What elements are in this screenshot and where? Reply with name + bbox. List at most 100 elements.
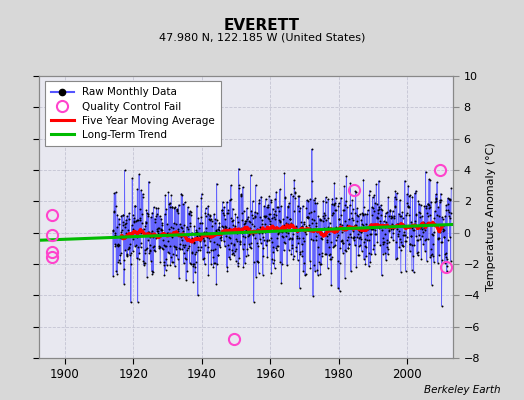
Point [201, 261, 209, 268]
Point [437, 197, 445, 203]
Point [111, 243, 119, 250]
Point [410, 227, 419, 234]
Point [318, 253, 326, 260]
Point [297, 226, 305, 232]
Point [121, 221, 129, 228]
Point [280, 170, 289, 176]
Point [202, 234, 211, 240]
Point [190, 261, 198, 268]
Point [267, 215, 276, 222]
Point [174, 226, 182, 232]
Point [304, 215, 312, 222]
Point [119, 218, 127, 225]
Point [302, 213, 311, 220]
Point [400, 229, 408, 235]
Point [234, 166, 243, 172]
Point [424, 213, 433, 220]
Point [253, 240, 261, 246]
Point [411, 190, 419, 196]
Point [299, 268, 308, 274]
Point [228, 251, 236, 258]
Point [402, 238, 410, 244]
Point [422, 257, 431, 264]
Point [285, 246, 293, 253]
Point [139, 258, 148, 264]
Point [244, 252, 252, 258]
Point [294, 235, 303, 241]
Point [232, 258, 240, 264]
Point [250, 213, 259, 220]
Point [192, 233, 201, 239]
Point [367, 226, 376, 232]
Point [311, 200, 319, 206]
Point [399, 232, 408, 239]
Point [279, 225, 287, 231]
Point [246, 218, 255, 225]
Point [433, 212, 442, 218]
Point [122, 220, 130, 226]
Point [158, 226, 166, 233]
Point [272, 247, 281, 254]
Point [256, 224, 265, 230]
Point [146, 242, 155, 248]
Point [219, 210, 227, 216]
Point [207, 261, 215, 267]
Point [317, 260, 325, 267]
Point [206, 216, 214, 223]
Point [279, 216, 288, 222]
Point [172, 206, 181, 212]
Point [351, 222, 359, 229]
Point [305, 226, 313, 232]
Point [405, 193, 413, 199]
Point [145, 250, 154, 256]
Point [394, 233, 402, 239]
Point [298, 253, 307, 259]
Point [149, 244, 157, 250]
Point [201, 241, 209, 248]
Point [339, 240, 347, 246]
Point [315, 215, 324, 222]
Point [337, 194, 345, 201]
Point [254, 258, 262, 265]
Point [358, 221, 367, 228]
Point [392, 239, 400, 245]
Point [194, 230, 203, 237]
Point [278, 229, 287, 236]
Point [187, 209, 195, 216]
Point [373, 201, 381, 207]
Point [416, 213, 424, 220]
Point [276, 186, 284, 192]
Point [235, 185, 244, 192]
Point [212, 226, 220, 233]
Point [252, 229, 260, 236]
Point [140, 246, 149, 253]
Point [219, 199, 227, 205]
Point [140, 262, 148, 268]
Point [345, 241, 353, 248]
Point [120, 266, 128, 272]
Point [173, 208, 181, 214]
Point [419, 241, 428, 248]
Point [215, 219, 224, 226]
Point [347, 215, 356, 222]
Point [409, 227, 417, 233]
Point [238, 245, 247, 252]
Point [299, 235, 307, 241]
Point [329, 244, 337, 250]
Point [202, 213, 210, 220]
Point [134, 243, 143, 250]
Point [423, 220, 431, 227]
Point [139, 232, 147, 238]
Point [326, 238, 335, 245]
Point [150, 231, 159, 238]
Point [303, 214, 311, 220]
Point [338, 237, 346, 244]
Point [351, 210, 359, 216]
Point [189, 240, 198, 246]
Point [277, 228, 285, 234]
Point [276, 218, 285, 224]
Point [424, 201, 432, 208]
Point [290, 177, 298, 183]
Point [256, 236, 264, 242]
Point [150, 215, 159, 222]
